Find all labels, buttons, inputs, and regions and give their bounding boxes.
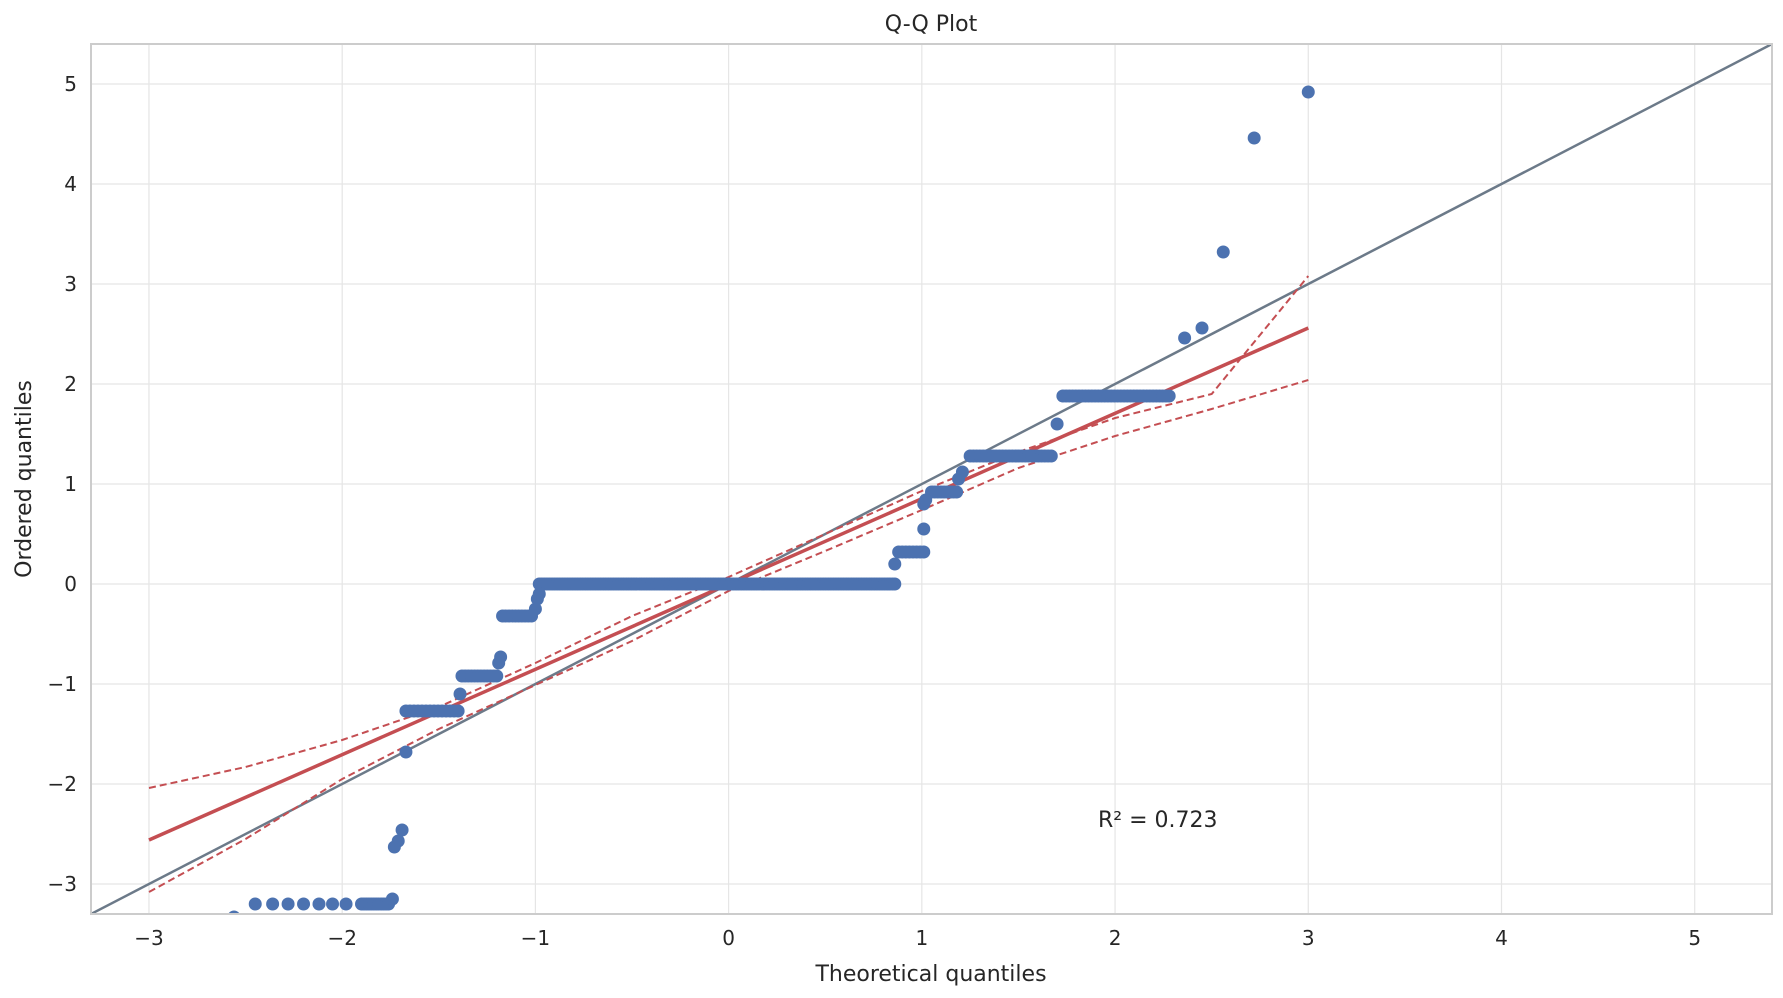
data-point (1216, 245, 1230, 259)
data-point (281, 897, 295, 911)
data-point (297, 897, 311, 911)
plot-frame (90, 43, 1773, 915)
data-point (453, 687, 467, 701)
data-point (399, 745, 413, 759)
data-point (248, 897, 262, 911)
confidence-band-layer (148, 275, 1310, 893)
data-point (917, 522, 931, 536)
y-tick-label: 3 (64, 272, 77, 296)
x-tick-label: −2 (327, 926, 356, 950)
data-point (490, 669, 504, 683)
tick-labels: −3 −2 −1 0 1 2 3 4 5 −3 −2 −1 0 1 2 3 4 5 (48, 72, 1702, 950)
data-point (532, 587, 546, 601)
y-tick-label: 5 (64, 72, 77, 96)
x-tick-label: −1 (521, 926, 550, 950)
lower-confidence-line (148, 379, 1309, 893)
data-point (1044, 449, 1058, 463)
data-point (950, 485, 964, 499)
data-point (385, 892, 399, 906)
upper-confidence-line (148, 275, 1310, 789)
data-point (1301, 85, 1315, 99)
x-tick-label: 2 (1109, 926, 1122, 950)
y-tick-label: −1 (48, 672, 77, 696)
reference-line-layer (91, 44, 1772, 914)
x-tick-label: 0 (722, 926, 735, 950)
y-tick-label: 2 (64, 372, 77, 396)
data-point (528, 602, 542, 616)
x-tick-label: −3 (134, 926, 163, 950)
y-tick-label: −2 (48, 772, 77, 796)
data-point (917, 545, 931, 559)
data-point (266, 897, 280, 911)
chart-title: Q-Q Plot (885, 12, 978, 37)
data-point (326, 897, 340, 911)
data-point (312, 897, 326, 911)
data-point (391, 834, 405, 848)
y-tick-label: 4 (64, 172, 77, 196)
data-point (888, 577, 902, 591)
y-axis-title: Ordered quantiles (12, 380, 37, 578)
data-point (888, 557, 902, 571)
x-tick-label: 4 (1495, 926, 1508, 950)
data-point (228, 910, 240, 914)
data-point (1195, 321, 1209, 335)
data-point (1178, 331, 1192, 345)
data-point (1050, 417, 1064, 431)
r-squared-annotation: R² = 0.723 (1098, 808, 1218, 833)
y-tick-label: 0 (64, 572, 77, 596)
data-point (1247, 131, 1261, 145)
y-tick-label: 1 (64, 472, 77, 496)
data-point (919, 493, 933, 507)
data-point (395, 823, 409, 837)
reference-line (91, 44, 1772, 914)
data-point (494, 650, 508, 664)
data-point (1162, 389, 1176, 403)
x-tick-label: 3 (1302, 926, 1315, 950)
plot-area (91, 44, 1772, 914)
x-tick-label: 5 (1688, 926, 1701, 950)
data-point (955, 465, 969, 479)
x-axis-title: Theoretical quantiles (814, 962, 1046, 987)
points-layer (228, 85, 1315, 914)
data-point (339, 897, 353, 911)
grid (91, 44, 1772, 914)
y-tick-label: −3 (48, 872, 77, 896)
data-point (451, 704, 465, 718)
x-tick-label: 1 (915, 926, 928, 950)
